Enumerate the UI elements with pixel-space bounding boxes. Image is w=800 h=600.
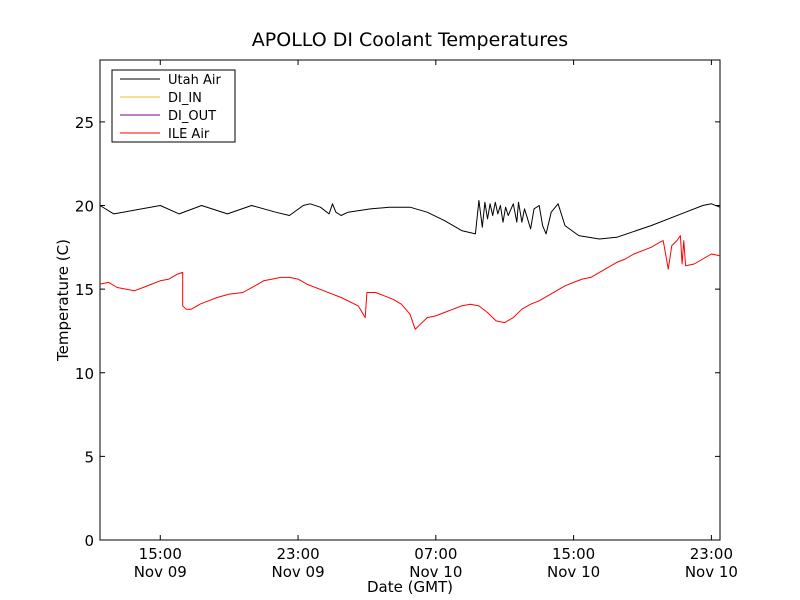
- y-axis-label: Temperature (C): [54, 239, 72, 362]
- chart-title: APOLLO DI Coolant Temperatures: [252, 29, 568, 51]
- y-tick-label: 25: [75, 114, 94, 132]
- legend-box: [111, 69, 236, 143]
- x-tick-label-time: 23:00: [276, 545, 319, 563]
- y-tick-label: 0: [84, 532, 94, 550]
- x-tick-label-date: Nov 10: [547, 563, 600, 581]
- x-tick-label-time: 23:00: [690, 545, 733, 563]
- x-tick-label-date: Nov 09: [134, 563, 187, 581]
- x-tick-label-date: Nov 09: [271, 563, 324, 581]
- x-tick-label-time: 15:00: [552, 545, 595, 563]
- x-tick-label-date: Nov 10: [685, 563, 738, 581]
- y-tick-label: 15: [75, 281, 94, 299]
- y-tick-label: 20: [75, 198, 94, 216]
- x-axis-label: Date (GMT): [367, 578, 453, 596]
- legend: Utah Air DI_IN DI_OUT ILE Air: [111, 69, 236, 143]
- x-tick-label-date: Nov 10: [409, 563, 462, 581]
- legend-label-di-in: DI_IN: [168, 91, 202, 106]
- y-axis-ticks: 0 5 10 15 20 25: [75, 114, 720, 550]
- x-tick-label-time: 07:00: [414, 545, 457, 563]
- legend-label-ile-air: ILE Air: [168, 127, 210, 142]
- series-layer: [99, 200, 721, 330]
- series-line-utah-air: [99, 200, 721, 240]
- y-tick-label: 5: [84, 448, 94, 466]
- y-tick-label: 10: [75, 365, 94, 383]
- legend-label-utah-air: Utah Air: [168, 73, 221, 88]
- legend-label-di-out: DI_OUT: [168, 109, 216, 124]
- series-line-ile-air: [99, 235, 721, 330]
- x-tick-label-time: 15:00: [139, 545, 182, 563]
